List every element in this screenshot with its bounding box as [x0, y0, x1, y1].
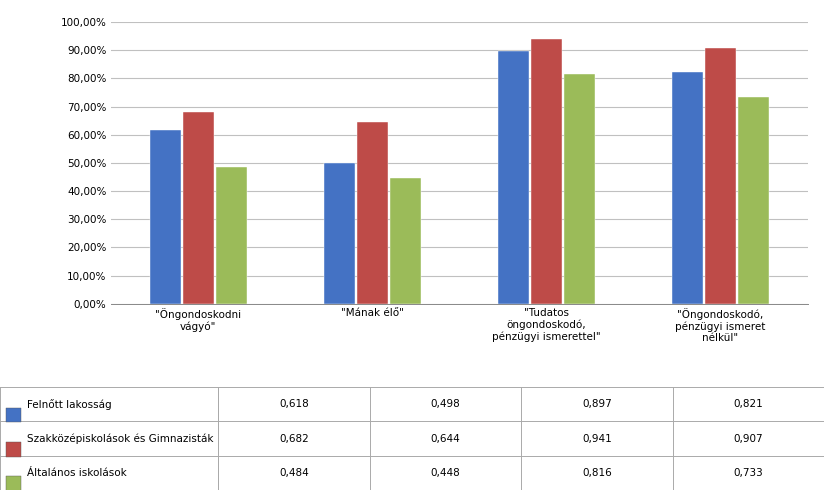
- Text: 0,733: 0,733: [733, 468, 763, 478]
- Text: 0,618: 0,618: [279, 399, 309, 409]
- Bar: [6, 476, 21, 490]
- Text: Szakközépiskolások és Gimnazisták: Szakközépiskolások és Gimnazisták: [27, 433, 213, 444]
- Bar: [498, 51, 529, 304]
- Text: 0,682: 0,682: [279, 434, 309, 443]
- Bar: [531, 39, 562, 304]
- Bar: [6, 442, 21, 457]
- Bar: [324, 164, 355, 304]
- Text: 0,644: 0,644: [431, 434, 461, 443]
- Text: 0,907: 0,907: [733, 434, 763, 443]
- Bar: [216, 168, 247, 304]
- Bar: [564, 74, 595, 304]
- Bar: [6, 408, 21, 422]
- Bar: [149, 130, 181, 304]
- Text: Felnőtt lakosság: Felnőtt lakosság: [27, 399, 112, 410]
- Bar: [390, 177, 421, 304]
- Bar: [705, 48, 736, 304]
- Bar: [357, 122, 388, 304]
- Text: 0,821: 0,821: [733, 399, 763, 409]
- Text: "Tudatos
öngondoskodó,
pénzügyi ismerettel": "Tudatos öngondoskodó, pénzügyi ismerett…: [492, 308, 601, 342]
- Text: "Öngondoskodni
vágyó": "Öngondoskodni vágyó": [155, 308, 241, 332]
- Text: 0,484: 0,484: [279, 468, 309, 478]
- Text: Általános iskolások: Általános iskolások: [27, 468, 127, 478]
- Bar: [183, 112, 214, 304]
- Text: "Mának élő": "Mának élő": [341, 308, 404, 318]
- Text: 0,897: 0,897: [582, 399, 611, 409]
- Text: 0,941: 0,941: [582, 434, 611, 443]
- Text: 0,448: 0,448: [431, 468, 461, 478]
- Text: "Öngondoskodó,
pénzügyi ismeret
nélkül": "Öngondoskodó, pénzügyi ismeret nélkül": [676, 308, 765, 343]
- Bar: [738, 98, 770, 304]
- Text: 0,498: 0,498: [431, 399, 461, 409]
- Text: 0,816: 0,816: [582, 468, 611, 478]
- Bar: [672, 73, 703, 304]
